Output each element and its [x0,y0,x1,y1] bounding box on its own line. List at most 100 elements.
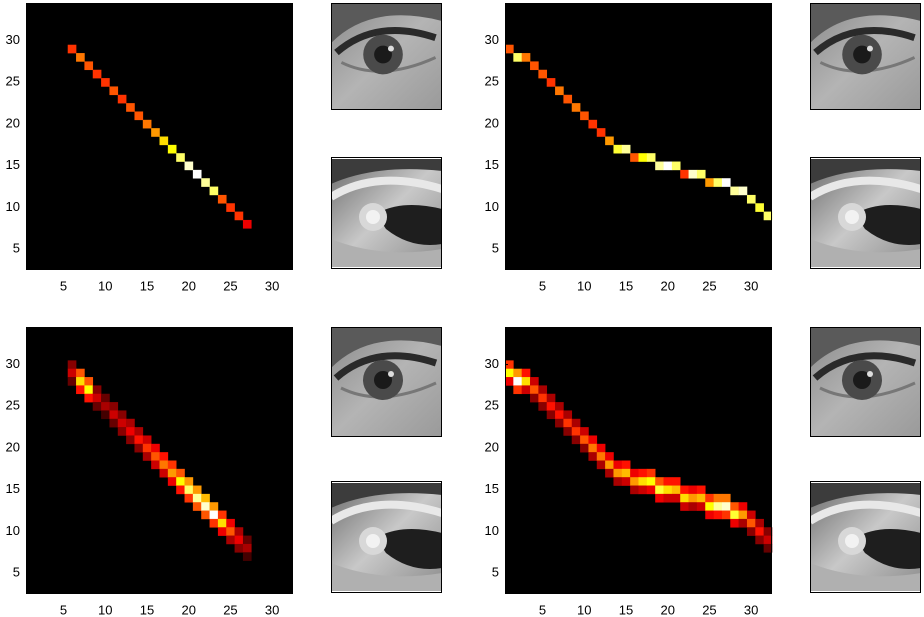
x-tick-label: 20 [181,602,195,617]
heatmap-cell [671,493,681,503]
heatmap-cell [546,78,556,87]
heatmap-cell [696,493,706,503]
heatmap-cell [92,69,102,79]
heatmap-cell [721,502,731,511]
heatmap-cell [530,61,539,71]
x-tick-label: 30 [265,278,279,293]
heatmap-cell [605,136,614,146]
heatmap-cell [605,468,614,478]
heatmap-cell [159,452,169,461]
heatmap-cell [513,385,522,395]
heatmap-cell [663,477,673,486]
heatmap-cell [646,485,656,495]
heatmap-cell [134,435,144,445]
heatmap-cell [763,543,773,553]
x-tick-label: 10 [98,278,112,293]
heatmap-cell [713,510,723,520]
y-tick-label: 25 [485,398,499,413]
y-tick-label: 20 [485,439,499,454]
heatmap-cell [555,418,564,428]
heatmap-cell [671,477,681,486]
heatmap-cell [738,502,748,511]
heatmap-cell [242,535,252,545]
heatmap-cell [546,410,556,420]
heatmap-cell [621,144,631,154]
heatmap-cell [730,502,739,511]
heatmap-cell [101,402,110,411]
heatmap-cell [92,393,102,403]
heatmap-cell [126,103,135,112]
heatmap-cell [696,169,706,179]
heatmap-cell [201,178,210,187]
heatmap-cell [521,385,531,395]
x-tick-label: 15 [140,278,154,293]
y-tick-label: 25 [6,74,20,89]
y-tick-label: 30 [6,32,20,47]
y-tick-label: 5 [13,565,20,580]
heatmap-cell [234,543,244,553]
heatmap-cell [638,153,648,162]
heatmap-cell [226,203,235,212]
heatmap-cell [763,211,773,221]
heatmap-cell [605,452,614,461]
heatmap-cell [242,552,252,561]
heatmap-cell [546,393,556,403]
heatmap-cell [192,493,202,503]
heatmap-cell [151,452,160,461]
heatmap-cell [84,393,94,403]
heatmap-cell [117,94,127,104]
eye-image [810,481,921,593]
heatmap-cell [596,452,606,461]
heatmap-cell [530,393,539,403]
heatmap-cell [588,435,598,445]
heatmap-cell [92,402,102,411]
heatmap-cell [201,493,210,503]
x-tick-label: 10 [577,278,591,293]
heatmap-cell [571,435,581,445]
heatmap-cell [176,468,185,478]
eye-image [331,481,442,593]
heatmap-cell [109,410,119,420]
heatmap-cell [713,178,723,187]
x-tick-label: 25 [702,602,716,617]
heatmap-cell [705,502,714,511]
y-tick-label: 30 [485,356,499,371]
y-tick-label: 5 [492,565,499,580]
heatmap-cell [176,153,185,162]
heatmap-cell [92,385,102,395]
heatmap-cell [521,53,531,62]
heatmap-cell [555,86,564,96]
heatmap-cell [671,485,681,495]
heatmap-cell [67,360,77,370]
heatmap-cell [505,377,514,386]
heatmap-cell [76,368,85,378]
heatmap-cell [101,393,110,403]
x-tick-label: 10 [98,602,112,617]
heatmap-cell [159,136,169,146]
heatmap-cell [67,368,77,378]
heatmap-cell [555,402,564,411]
eye-images [331,3,921,593]
heatmap-cell [630,468,639,478]
heatmap-cell [755,527,764,536]
heatmap-cell [721,493,731,503]
axes-frame [26,3,293,270]
heatmap-cell [513,368,522,378]
heatmap-cell [184,493,194,503]
heatmap-cell [613,477,623,486]
axes-frame [26,327,293,594]
heatmap-cell [67,377,77,386]
heatmap-cell [621,460,631,470]
heatmap-cell [538,402,548,411]
heatmap-cell [730,510,739,520]
heatmap-cell [109,418,119,428]
heatmap-cell [638,468,648,478]
x-tick-label: 10 [577,602,591,617]
heatmap-cell [234,535,244,545]
heatmap-cell [646,468,656,478]
heatmap-cell [630,153,639,162]
x-tick-label: 5 [539,602,546,617]
heatmap-cell [126,418,135,428]
heatmap-cell [505,44,514,54]
heatmap-cell [226,527,235,536]
